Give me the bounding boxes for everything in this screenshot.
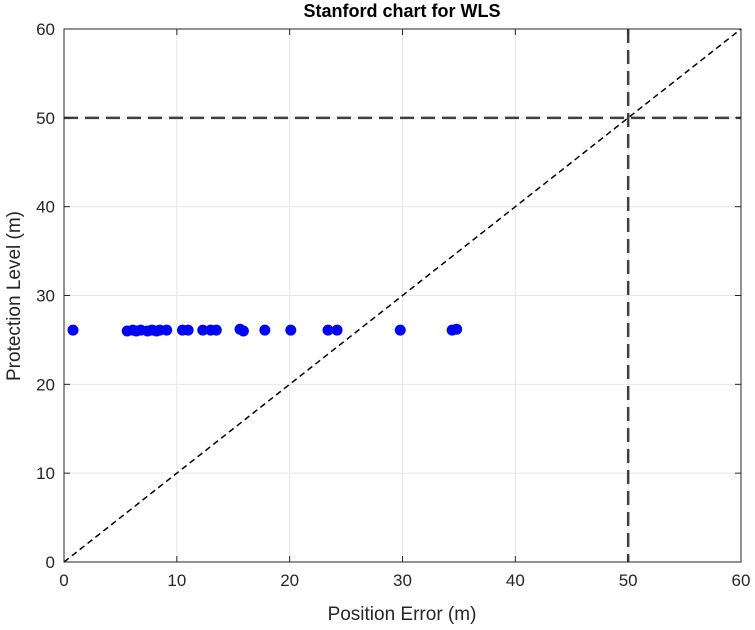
- y-axis-label: Protection Level (m): [4, 211, 25, 381]
- y-tick-label: 30: [36, 287, 55, 306]
- x-tick-label: 10: [167, 571, 186, 590]
- data-point: [161, 324, 173, 336]
- x-tick-label: 0: [59, 571, 68, 590]
- x-tick-label: 60: [732, 571, 751, 590]
- data-point: [451, 323, 463, 335]
- data-point: [285, 324, 297, 336]
- x-axis-label: Position Error (m): [328, 604, 477, 625]
- data-point: [182, 324, 194, 336]
- data-points: [67, 323, 463, 337]
- data-point: [322, 324, 334, 336]
- data-point: [259, 324, 271, 336]
- y-tick-label: 60: [36, 20, 55, 39]
- y-tick-label: 40: [36, 198, 55, 217]
- x-axis-ticks: 0 10 20 30 40 50 60: [59, 29, 750, 590]
- x-tick-label: 30: [393, 571, 412, 590]
- data-point: [331, 324, 343, 336]
- y-axis-ticks: 0 10 20 30 40 50 60: [36, 20, 741, 572]
- data-point: [210, 324, 222, 336]
- chart-title: Stanford chart for WLS: [304, 1, 501, 21]
- y-tick-label: 10: [36, 464, 55, 483]
- x-tick-label: 40: [506, 571, 525, 590]
- reference-lines: [63, 28, 742, 563]
- data-point: [197, 324, 209, 336]
- y-tick-label: 0: [46, 553, 55, 572]
- data-point: [67, 324, 79, 336]
- y-tick-label: 50: [36, 109, 55, 128]
- data-point: [394, 324, 406, 336]
- y-tick-label: 20: [36, 375, 55, 394]
- x-tick-label: 50: [619, 571, 638, 590]
- diagonal-reference-line: [63, 28, 742, 563]
- data-point: [237, 325, 249, 337]
- x-tick-label: 20: [280, 571, 299, 590]
